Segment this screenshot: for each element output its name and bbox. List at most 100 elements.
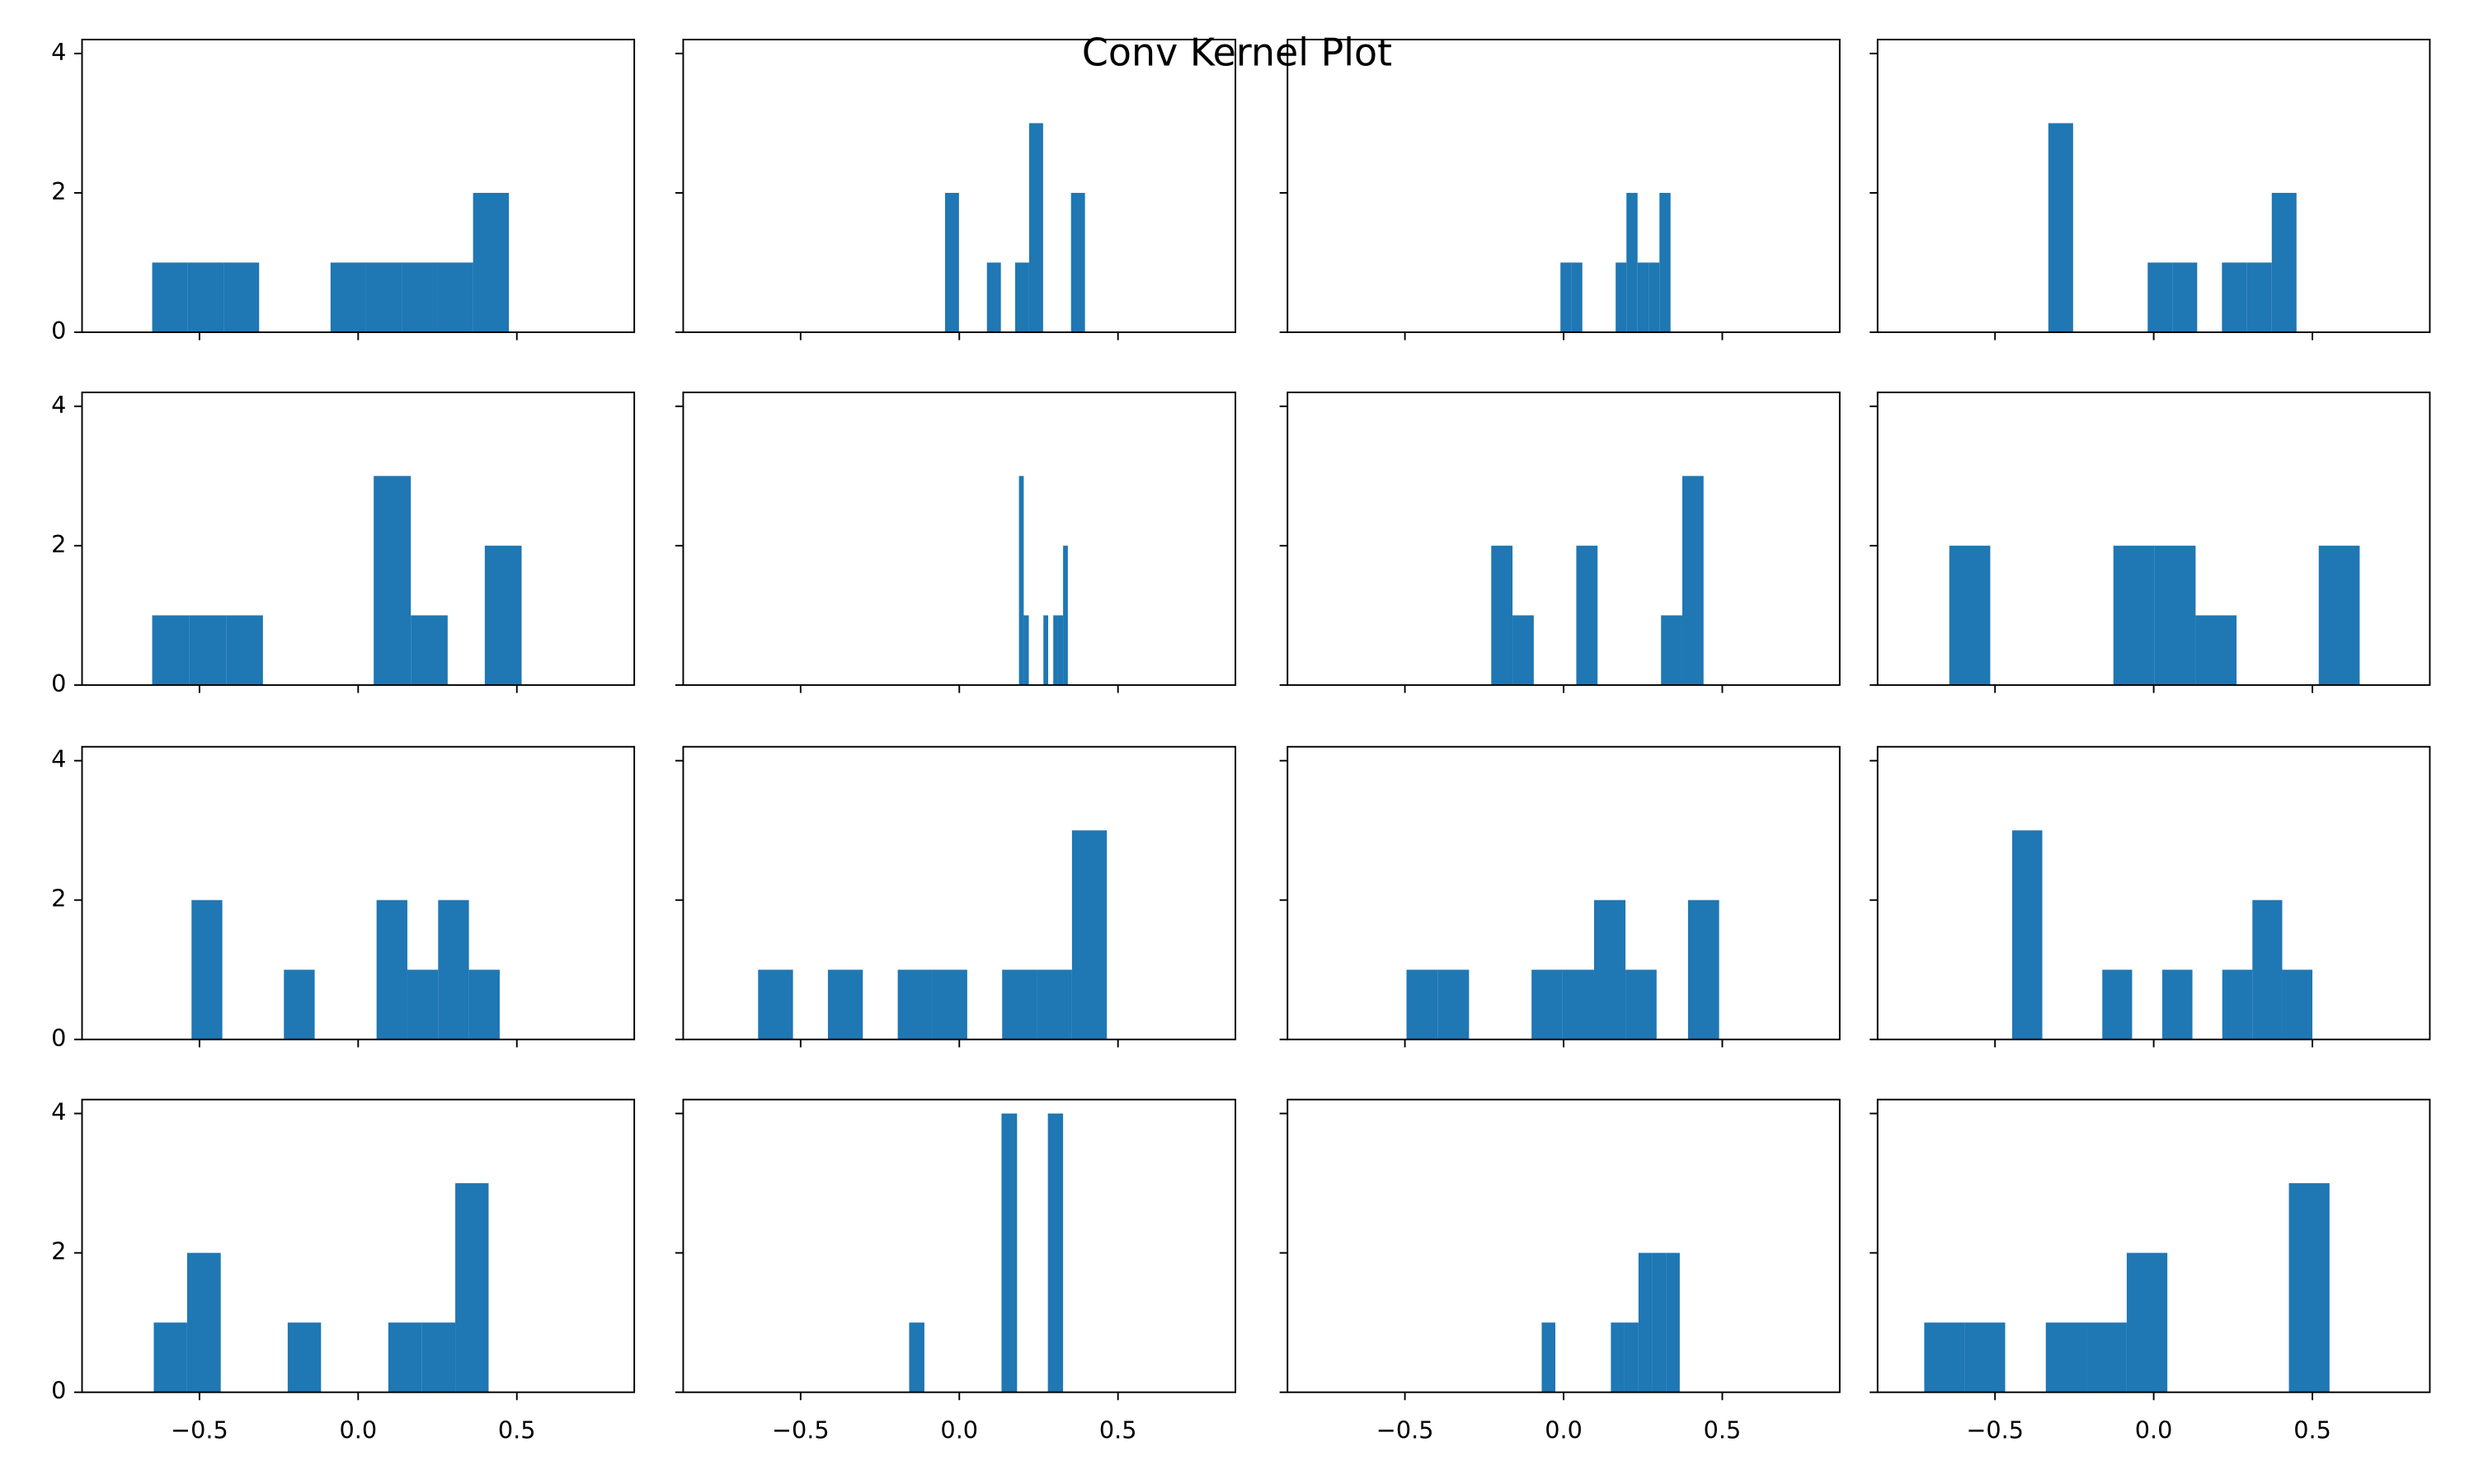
figure-title: Conv Kernel Plot: [1082, 31, 1392, 75]
bar: [1687, 899, 1719, 1040]
bar: [1002, 970, 1037, 1040]
bar: [402, 262, 438, 332]
bar: [1491, 545, 1513, 685]
bar: [1023, 615, 1029, 685]
x-tick-label: 0.0: [940, 1416, 978, 1444]
bar: [2318, 545, 2360, 685]
bar: [1649, 262, 1660, 332]
bar: [1666, 1252, 1680, 1392]
bar: [152, 262, 188, 332]
bar: [897, 970, 933, 1040]
bar: [437, 262, 473, 332]
x-tick-label: −0.5: [171, 1416, 228, 1444]
bar: [455, 1183, 489, 1392]
bar: [2102, 970, 2133, 1040]
bar: [1681, 476, 1704, 685]
bar: [411, 615, 448, 685]
x-tick-label: 0.0: [1545, 1416, 1583, 1444]
bar: [1028, 123, 1043, 332]
bar: [2147, 262, 2173, 332]
bar: [365, 262, 402, 332]
bar: [1626, 192, 1638, 332]
y-tick-label: 0: [51, 317, 66, 345]
bar: [1053, 615, 1058, 685]
bar: [2222, 262, 2247, 332]
bar: [2252, 899, 2283, 1040]
bar: [2222, 970, 2253, 1040]
bar: [376, 899, 407, 1040]
bar: [1638, 1252, 1653, 1392]
bar: [1652, 1252, 1667, 1392]
bar: [407, 970, 439, 1040]
bar: [1406, 970, 1438, 1040]
bar: [1576, 545, 1598, 685]
bar: [2126, 1252, 2168, 1392]
bar: [1437, 970, 1470, 1040]
bar: [1571, 262, 1583, 332]
x-tick-label: −0.5: [1966, 1416, 2024, 1444]
bar: [2086, 1322, 2127, 1392]
bar: [1964, 1322, 2006, 1392]
y-tick-label: 4: [51, 745, 66, 773]
y-tick-label: 4: [51, 391, 66, 419]
bar: [223, 262, 260, 332]
bar: [1057, 615, 1064, 685]
bar: [1541, 1322, 1556, 1392]
bar: [1001, 1113, 1018, 1392]
bar: [1624, 1322, 1639, 1392]
bar: [758, 970, 793, 1040]
y-tick-label: 2: [51, 530, 66, 558]
bar: [1070, 192, 1085, 332]
bar: [2172, 262, 2198, 332]
bar: [388, 1322, 422, 1392]
bar: [2246, 262, 2272, 332]
bar: [909, 1322, 924, 1392]
bar: [330, 262, 366, 332]
x-tick-label: −0.5: [1376, 1416, 1434, 1444]
bar: [189, 615, 227, 685]
bar: [187, 262, 224, 332]
y-tick-label: 2: [51, 177, 66, 205]
x-tick-label: 0.5: [1099, 1416, 1137, 1444]
x-tick-label: 0.5: [1704, 1416, 1742, 1444]
bar: [1512, 615, 1534, 685]
bar: [2154, 545, 2196, 685]
bar: [986, 262, 1001, 332]
x-tick-label: 0.5: [2293, 1416, 2331, 1444]
bar: [2161, 970, 2193, 1040]
x-tick-label: 0.0: [2135, 1416, 2173, 1444]
bar: [2011, 830, 2043, 1040]
x-tick-label: 0.5: [498, 1416, 536, 1444]
bar: [1637, 262, 1649, 332]
bar: [226, 615, 263, 685]
bar: [944, 192, 959, 332]
y-tick-label: 0: [51, 669, 66, 697]
y-tick-label: 2: [51, 885, 66, 913]
bar: [473, 192, 510, 332]
bar: [287, 1322, 322, 1392]
y-tick-label: 4: [51, 38, 66, 66]
bar: [2048, 123, 2073, 332]
bar: [1043, 615, 1049, 685]
bar: [152, 615, 190, 685]
bar: [1071, 830, 1108, 1040]
bar: [2282, 970, 2313, 1040]
bar: [1593, 899, 1626, 1040]
bar: [1659, 192, 1671, 332]
bar: [2113, 545, 2155, 685]
bar: [827, 970, 863, 1040]
bar: [932, 970, 967, 1040]
bar: [1037, 970, 1072, 1040]
bar: [1611, 1322, 1625, 1392]
bar: [2045, 1322, 2087, 1392]
y-tick-label: 0: [51, 1377, 66, 1405]
bar: [1014, 262, 1029, 332]
y-tick-label: 0: [51, 1024, 66, 1052]
bar: [2288, 1183, 2330, 1392]
bar: [1063, 545, 1068, 685]
y-tick-label: 4: [51, 1098, 66, 1126]
bar: [2271, 192, 2297, 332]
